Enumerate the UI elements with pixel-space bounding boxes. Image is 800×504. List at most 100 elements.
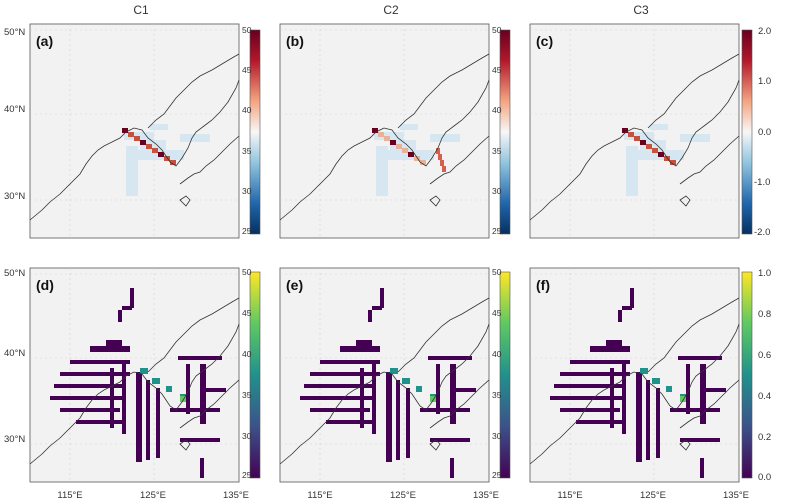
cbar-tick-label: 0.0	[758, 127, 771, 138]
lat-label-50n-top: 50°N	[4, 27, 25, 38]
map-area	[29, 23, 240, 239]
grid-cells	[372, 124, 460, 196]
grid-cells	[550, 288, 726, 478]
lat-label-50n-bottom: 50°N	[4, 268, 25, 279]
lon-label-115e-col1: 115°E	[57, 490, 82, 501]
column-title-c3: C3	[633, 3, 649, 17]
colorbar	[741, 271, 753, 479]
cbar-tick-label: 35	[242, 390, 252, 400]
cbar-tick-label: 35	[242, 146, 252, 156]
grid-cells	[300, 288, 476, 478]
coastline	[529, 53, 740, 221]
grid-cells	[622, 124, 710, 196]
cbar-tick-label: 45	[242, 308, 252, 318]
cbar-tick-label: -2.0	[754, 227, 770, 238]
panel-b: (b) 50 45 40 35 30 25	[279, 23, 511, 239]
map-area	[29, 267, 240, 483]
coastline	[279, 297, 490, 465]
cbar-tick-label: 30	[242, 186, 252, 196]
panel-label: (c)	[536, 33, 553, 49]
lon-label-125e-col2: 125°E	[390, 490, 416, 501]
coastline	[29, 53, 240, 221]
cbar-tick-label: 50	[492, 25, 502, 35]
panel-a: (a) 50 45 40 35 30 25	[29, 23, 261, 239]
colorbar-ticks: 50 45 40 35 30 25	[492, 25, 502, 236]
lon-label-135e-col1: 135°E	[223, 490, 249, 501]
lon-label-115e-col2: 115°E	[307, 490, 332, 501]
lon-label-135e-col3: 135°E	[723, 490, 749, 501]
map-area	[529, 267, 740, 483]
column-title-c2: C2	[383, 3, 399, 17]
coastline	[29, 297, 240, 465]
lon-label-125e-col3: 125°E	[640, 490, 666, 501]
panel-label: (d)	[36, 277, 54, 293]
colorbar	[249, 29, 261, 235]
cbar-tick-label: 30	[492, 431, 502, 441]
graticule	[280, 268, 489, 482]
map-background	[529, 23, 740, 239]
cbar-tick-label: 50	[242, 267, 252, 277]
grid-cells	[122, 124, 210, 196]
cbar-tick-label: 35	[492, 146, 502, 156]
cbar-tick-label: -1.0	[754, 177, 770, 188]
colorbar	[741, 29, 753, 235]
cbar-tick-label: 45	[242, 65, 252, 75]
map-background	[29, 23, 240, 239]
panel-d: (d) 50 45 40 35 30 25	[29, 267, 261, 483]
cbar-tick-label: 0.0	[758, 472, 771, 483]
cbar-tick-label: 30	[492, 186, 502, 196]
cbar-tick-label: 0.6	[758, 350, 771, 361]
cbar-tick-label: 50	[242, 25, 252, 35]
panel-e: (e) 50 45 40 35 30 25	[279, 267, 511, 483]
graticule	[30, 268, 239, 482]
graticule	[280, 24, 489, 238]
colorbar-ticks: 2.0 1.0 0.0 -1.0 -2.0	[754, 26, 771, 238]
cbar-tick-label: 35	[492, 390, 502, 400]
coastline	[279, 53, 490, 221]
graticule	[30, 24, 239, 238]
cbar-tick-label: 25	[492, 226, 502, 236]
panel-label: (b)	[286, 33, 304, 49]
cbar-tick-label: 45	[492, 65, 502, 75]
cbar-tick-label: 2.0	[758, 26, 771, 37]
cbar-tick-label: 25	[242, 226, 252, 236]
colorbar-ticks: 50 45 40 35 30 25	[242, 25, 252, 236]
cbar-tick-label: 45	[492, 308, 502, 318]
colorbar-ticks: 50 45 40 35 30 25	[242, 267, 252, 480]
cbar-tick-label: 25	[242, 470, 252, 480]
cbar-tick-label: 40	[492, 349, 502, 359]
coastline	[529, 297, 740, 465]
cbar-tick-label: 40	[242, 105, 252, 115]
lat-label-30n-top: 30°N	[4, 191, 25, 202]
lat-label-30n-bottom: 30°N	[4, 434, 25, 445]
lon-label-135e-col2: 135°E	[473, 490, 499, 501]
column-title-c1: C1	[133, 3, 149, 17]
colorbar-ticks: 1.0 0.8 0.6 0.4 0.2 0.0	[758, 268, 771, 483]
lon-label-115e-col3: 115°E	[557, 490, 582, 501]
cbar-tick-label: 1.0	[758, 268, 771, 279]
map-area	[279, 267, 490, 483]
colorbar	[499, 271, 511, 479]
cbar-tick-label: 50	[492, 267, 502, 277]
colorbar	[499, 29, 511, 235]
panel-f: (f) 1.0 0.8 0.6 0.4 0.2 0.0	[529, 267, 771, 483]
cbar-tick-label: 0.4	[758, 391, 771, 402]
cbar-tick-label: 40	[242, 349, 252, 359]
lat-label-40n-bottom: 40°N	[4, 348, 25, 359]
cbar-tick-label: 25	[492, 470, 502, 480]
cbar-tick-label: 1.0	[758, 76, 771, 87]
panel-c: (c) 2.0 1.0 0.0 -1.0 -2.0	[529, 23, 771, 239]
colorbar	[249, 271, 261, 479]
panel-label: (e)	[286, 277, 303, 293]
graticule	[530, 268, 739, 482]
colorbar-ticks: 50 45 40 35 30 25	[492, 267, 502, 480]
cbar-tick-label: 0.8	[758, 309, 771, 320]
map-area	[529, 23, 740, 239]
panel-label: (f)	[536, 277, 550, 293]
cbar-tick-label: 30	[242, 431, 252, 441]
lon-label-125e-col1: 125°E	[140, 490, 166, 501]
lat-label-40n-top: 40°N	[4, 104, 25, 115]
cbar-tick-label: 0.2	[758, 432, 771, 443]
graticule	[530, 24, 739, 238]
